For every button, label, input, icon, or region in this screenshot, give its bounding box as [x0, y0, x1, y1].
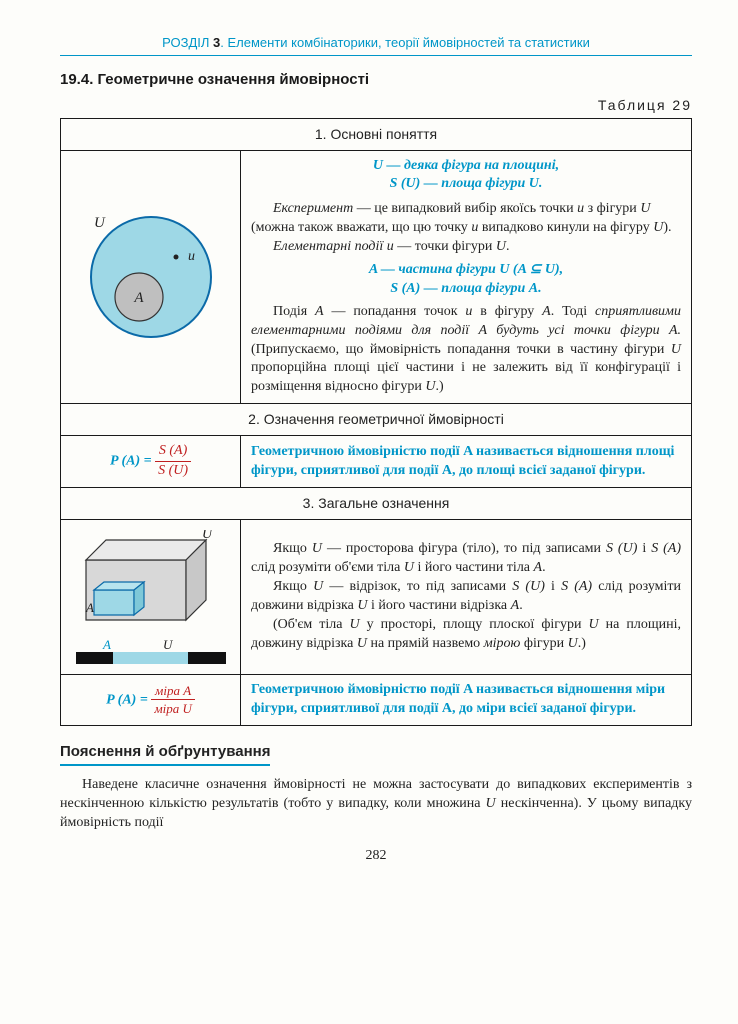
seg-label-a: A [103, 636, 111, 654]
sec1-figure-cell: A u U [61, 150, 241, 404]
segment-bar [76, 652, 226, 664]
sec2-header: 2. Означення геометричної ймовірності [61, 404, 692, 436]
def-sa: S (A) — площа фігури A. [390, 281, 541, 296]
sec2-def: Геометричною ймовірністю події A називає… [251, 444, 674, 478]
sec1-header: 1. Основні поняття [61, 118, 692, 150]
sec3-text-cell: Якщо U — просторова фігура (тіло), то пі… [241, 519, 692, 674]
def-su: S (U) — площа фігури U. [390, 176, 543, 191]
pa-label-2: P (A) = [106, 692, 148, 707]
sec2-text-cell: Геометричною ймовірністю події A називає… [241, 436, 692, 488]
section-name: Геометричне означення ймовірності [98, 71, 370, 88]
sec3-figure-cell: U A A U [61, 519, 241, 674]
section-title: 19.4. Геометричне означення ймовірності [60, 70, 692, 90]
svg-text:u: u [188, 249, 195, 264]
def-u: U — деяка фігура на площині, [373, 158, 559, 173]
table-label: Таблиця 29 [60, 96, 692, 115]
chapter-label: РОЗДІЛ [162, 35, 209, 50]
pa-fraction: S (A) S (U) [155, 442, 191, 481]
main-table: 1. Основні поняття A u U U — деяка фігур… [60, 118, 692, 726]
sec4-text-cell: Геометричною ймовірністю події A називає… [241, 674, 692, 725]
explanation-para: Наведене класичне означення ймовірності … [60, 776, 692, 833]
sec4-formula-cell: P (A) = міра A міра U [61, 674, 241, 725]
explanation-title: Пояснення й обґрунтування [60, 742, 270, 766]
sec3-p1: Якщо U — просторова фігура (тіло), то пі… [251, 540, 681, 578]
sec3-p2: Якщо U — відрізок, то під записами S (U)… [251, 578, 681, 616]
chapter-header: РОЗДІЛ 3. Елементи комбінаторики, теорії… [60, 34, 692, 56]
box-diagram: U A [76, 530, 226, 630]
sec1-text-cell: U — деяка фігура на площині, S (U) — пло… [241, 150, 692, 404]
elem-para: Елементарні події u — точки фігури U. [251, 238, 681, 257]
pa-label: P (A) = [110, 454, 152, 469]
section-number: 19.4. [60, 71, 93, 88]
seg-label-u: U [163, 636, 172, 654]
page-number: 282 [60, 847, 692, 866]
event-para: Подія A — попадання точок u в фігуру A. … [251, 303, 681, 397]
svg-text:A: A [85, 600, 94, 615]
sec3-p3: (Об'єм тіла U у просторі, площу плоскої … [251, 616, 681, 654]
def-a: A — частина фігури U (A ⊆ U), [369, 262, 563, 277]
experiment-para: Експеримент — це випадковий вибір якоїсь… [251, 200, 681, 238]
svg-text:U: U [94, 215, 106, 231]
svg-text:U: U [202, 530, 213, 542]
circle-diagram: A u U [76, 202, 226, 352]
svg-text:A: A [133, 290, 144, 306]
sec3-header: 3. Загальне означення [61, 487, 692, 519]
chapter-title: . Елементи комбінаторики, теорії ймовірн… [220, 35, 590, 50]
sec4-def: Геометричною ймовірністю події A називає… [251, 682, 665, 716]
sec2-formula-cell: P (A) = S (A) S (U) [61, 436, 241, 488]
pa-fraction-2: міра A міра U [151, 682, 195, 718]
